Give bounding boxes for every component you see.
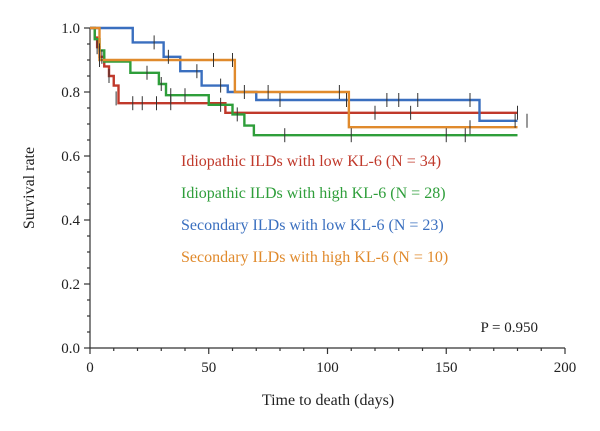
censor-marks	[96, 35, 528, 143]
x-tick-label: 50	[201, 360, 216, 376]
y-tick-label: 0.0	[61, 341, 80, 357]
y-tick-label: 0.8	[61, 85, 80, 101]
y-tick-label: 1.0	[61, 21, 80, 37]
x-tick-label: 150	[435, 360, 458, 376]
legend-entry-2: Secondary ILDs with low KL-6 (N = 23)	[181, 217, 444, 234]
legend-entry-1: Idiopathic ILDs with high KL-6 (N = 28)	[181, 185, 446, 202]
survival-curve-2	[90, 26, 518, 122]
legend-entry-3: Secondary ILDs with high KL-6 (N = 10)	[181, 249, 448, 266]
survival-curve-0	[90, 26, 518, 114]
y-tick-label: 0.6	[61, 149, 80, 165]
y-tick-label: 0.2	[61, 277, 80, 293]
y-axis-title: Survival rate	[21, 147, 38, 229]
x-tick-label: 100	[316, 360, 339, 376]
y-tick-label: 0.4	[61, 213, 80, 229]
y-ticks: 0.0 0.2 0.4 0.6 0.8 1.0	[61, 21, 90, 357]
x-ticks: 0 50 100 150 200	[86, 348, 576, 376]
legend: Idiopathic ILDs with low KL-6 (N = 34) Id…	[181, 153, 448, 266]
x-tick-label: 200	[554, 360, 577, 376]
x-axis-title: Time to death (days)	[262, 392, 394, 409]
p-value-annotation: P = 0.950	[481, 320, 539, 336]
legend-entry-0: Idiopathic ILDs with low KL-6 (N = 34)	[181, 153, 441, 170]
x-tick-label: 0	[86, 360, 94, 376]
